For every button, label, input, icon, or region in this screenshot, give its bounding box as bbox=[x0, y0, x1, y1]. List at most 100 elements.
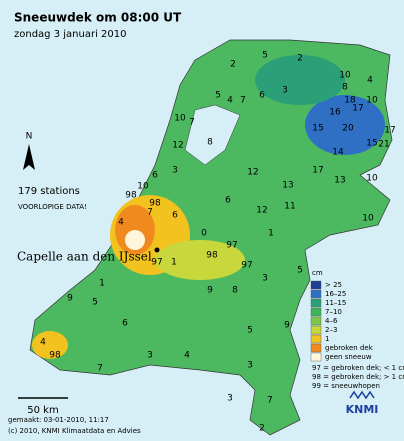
subtitle: zondag 3 januari 2010 bbox=[14, 29, 126, 40]
station-value: 10 bbox=[362, 214, 374, 224]
station-value: 14 bbox=[332, 148, 344, 158]
station-value: 12 bbox=[247, 168, 258, 178]
lake bbox=[184, 104, 241, 166]
station-count: 179 stations bbox=[18, 186, 80, 197]
legend-label: 7–10 bbox=[325, 308, 342, 316]
scale-label: 50 km bbox=[27, 405, 58, 416]
station-value: 4 bbox=[184, 351, 190, 361]
station-value: 1 bbox=[171, 258, 177, 268]
station-value: 4 bbox=[367, 76, 373, 86]
legend-unit: cm bbox=[312, 269, 323, 277]
logo: KNMI bbox=[346, 403, 379, 416]
station-value: 7 bbox=[97, 364, 103, 374]
legend-label: gebroken dek bbox=[325, 344, 374, 352]
station-value: 6 bbox=[122, 319, 128, 329]
compass bbox=[23, 144, 35, 170]
legend-swatch bbox=[310, 343, 322, 353]
station-value: 5 bbox=[92, 298, 98, 308]
legend-swatch bbox=[310, 352, 322, 362]
station-value: 8 bbox=[232, 286, 238, 296]
station-value: 2 bbox=[259, 424, 265, 434]
legend-swatch bbox=[310, 289, 322, 299]
station-value: 10 bbox=[339, 71, 351, 81]
north-label: N bbox=[26, 132, 33, 142]
land bbox=[29, 39, 393, 436]
footer-made: gemaakt: 03-01-2010, 11:17 bbox=[8, 416, 109, 424]
station-value: 10 bbox=[137, 182, 149, 192]
station-value: 2 bbox=[230, 60, 236, 70]
legend-label: 2–3 bbox=[325, 326, 337, 334]
region-teal bbox=[255, 55, 345, 105]
station-value: 12 bbox=[256, 206, 267, 216]
station-value: 7 bbox=[267, 396, 273, 406]
footer-copyright: (c) 2010, KNMI Klimaatdata en Advies bbox=[8, 427, 141, 435]
station-value: 6 bbox=[225, 196, 231, 206]
station-value: 9 bbox=[207, 286, 213, 296]
station-value: 10 bbox=[174, 114, 186, 124]
region-blue bbox=[305, 95, 385, 155]
station-value: 3 bbox=[227, 394, 233, 404]
station-value: 21 bbox=[378, 140, 389, 150]
station-value: 6 bbox=[259, 91, 265, 101]
legend-label: geen sneeuw bbox=[325, 353, 372, 361]
station-value: 6 bbox=[172, 211, 178, 221]
legend-swatch bbox=[310, 298, 322, 308]
station-value: 97 bbox=[241, 261, 252, 271]
station-value: 5 bbox=[297, 266, 303, 276]
station-value: 2 bbox=[297, 54, 303, 64]
station-value: 98 bbox=[49, 351, 61, 361]
legend-label: 11–15 bbox=[325, 299, 346, 307]
station-value: 4 bbox=[227, 96, 233, 106]
region-yellow-south bbox=[32, 331, 68, 359]
station-value: 98 bbox=[125, 191, 137, 201]
legend-label: 1 bbox=[325, 335, 329, 343]
station-value: 3 bbox=[262, 274, 268, 284]
station-value: 5 bbox=[247, 326, 253, 336]
legend-swatch bbox=[310, 307, 322, 317]
station-value: 3 bbox=[172, 166, 178, 176]
region-light bbox=[155, 240, 245, 280]
station-value: 7 bbox=[189, 118, 195, 128]
station-value: 10 bbox=[366, 174, 378, 184]
station-value: 97 bbox=[151, 258, 162, 268]
station-value: 12 bbox=[172, 141, 183, 151]
station-value: 13 bbox=[334, 176, 345, 186]
station-value: 6 bbox=[152, 171, 158, 181]
station-value: 9 bbox=[284, 321, 290, 331]
station-value: 17 bbox=[352, 104, 363, 114]
station-value: 7 bbox=[240, 96, 246, 106]
station-value: 98 bbox=[149, 199, 161, 209]
legend-label: > 25 bbox=[325, 281, 342, 289]
station-value: 5 bbox=[262, 51, 268, 61]
legend-note: 98 = gebroken dek; > 1 cm bbox=[312, 373, 404, 381]
legend-swatch bbox=[310, 316, 322, 326]
station-value: 15 bbox=[312, 124, 323, 134]
station-value: 3 bbox=[147, 351, 153, 361]
city-dot bbox=[154, 247, 160, 253]
station-value: 5 bbox=[215, 91, 221, 101]
station-value: 0 bbox=[201, 229, 207, 239]
station-value: 98 bbox=[206, 251, 218, 261]
station-value: 10 bbox=[366, 96, 378, 106]
station-value: 15 bbox=[366, 139, 377, 149]
station-value: 4 bbox=[118, 218, 124, 228]
station-value: 97 bbox=[226, 241, 237, 251]
station-value: 9 bbox=[67, 294, 73, 304]
station-value: 1 bbox=[268, 229, 274, 239]
legend-note: 97 = gebroken dek; < 1 cm bbox=[312, 364, 404, 372]
station-value: 16 bbox=[329, 108, 341, 118]
station-value: 20 bbox=[342, 124, 354, 134]
station-value: 7 bbox=[147, 208, 153, 218]
legend-label: 16–25 bbox=[325, 290, 346, 298]
station-value: 13 bbox=[282, 181, 293, 191]
legend-swatch bbox=[310, 325, 322, 335]
station-value: 8 bbox=[342, 83, 348, 93]
station-value: 17 bbox=[384, 126, 395, 136]
station-value: 17 bbox=[312, 166, 323, 176]
city-label: Capelle aan den IJssel bbox=[17, 250, 152, 264]
title: Sneeuwdek om 08:00 UT bbox=[14, 11, 182, 25]
station-value: 8 bbox=[207, 138, 213, 148]
station-value: 3 bbox=[282, 86, 288, 96]
station-value: 11 bbox=[284, 202, 295, 212]
